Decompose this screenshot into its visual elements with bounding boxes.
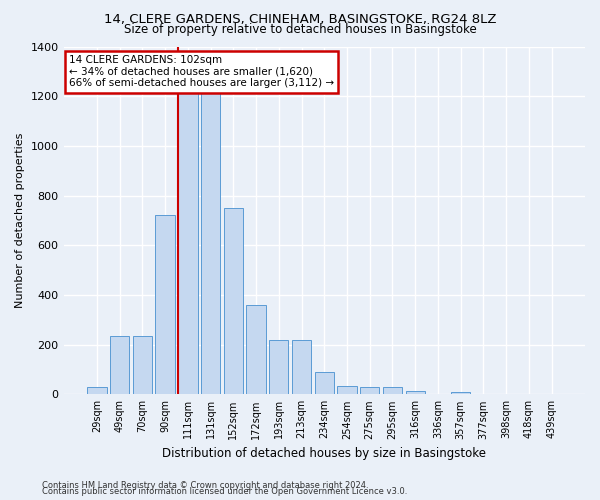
Bar xyxy=(451,392,470,394)
Bar xyxy=(155,216,175,394)
Bar xyxy=(87,387,107,394)
Bar xyxy=(178,72,197,394)
Bar xyxy=(110,336,130,394)
Bar xyxy=(224,208,243,394)
Text: Contains HM Land Registry data © Crown copyright and database right 2024.: Contains HM Land Registry data © Crown c… xyxy=(42,480,368,490)
Bar xyxy=(292,340,311,394)
Bar xyxy=(360,387,379,394)
Text: 14, CLERE GARDENS, CHINEHAM, BASINGSTOKE, RG24 8LZ: 14, CLERE GARDENS, CHINEHAM, BASINGSTOKE… xyxy=(104,12,496,26)
Bar xyxy=(247,305,266,394)
Bar xyxy=(337,386,356,394)
X-axis label: Distribution of detached houses by size in Basingstoke: Distribution of detached houses by size … xyxy=(162,447,486,460)
Text: Contains public sector information licensed under the Open Government Licence v3: Contains public sector information licen… xyxy=(42,487,407,496)
Text: Size of property relative to detached houses in Basingstoke: Size of property relative to detached ho… xyxy=(124,22,476,36)
Bar xyxy=(314,372,334,394)
Bar xyxy=(133,336,152,394)
Bar xyxy=(406,390,425,394)
Bar xyxy=(269,340,289,394)
Text: 14 CLERE GARDENS: 102sqm
← 34% of detached houses are smaller (1,620)
66% of sem: 14 CLERE GARDENS: 102sqm ← 34% of detach… xyxy=(69,55,334,88)
Bar xyxy=(383,388,402,394)
Y-axis label: Number of detached properties: Number of detached properties xyxy=(15,132,25,308)
Bar xyxy=(201,69,220,394)
